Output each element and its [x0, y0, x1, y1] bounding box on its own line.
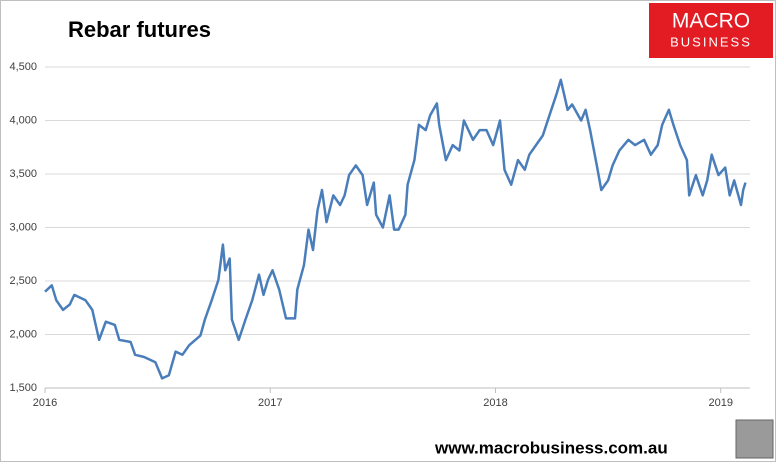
line-series — [44, 78, 747, 380]
y-tick-label: 3,500 — [9, 168, 37, 180]
logo-box — [649, 3, 773, 58]
y-tick-label: 4,500 — [9, 61, 37, 73]
y-tick-label: 2,500 — [9, 275, 37, 287]
x-tick-label: 2016 — [33, 397, 57, 409]
logo-text: MACRO — [672, 10, 750, 33]
footer-url: www.macrobusiness.com.au — [434, 438, 668, 457]
y-tick-label: 3,000 — [9, 221, 37, 233]
y-tick-label: 2,000 — [9, 328, 37, 340]
x-tick-label: 2017 — [258, 397, 282, 409]
wolf-icon — [735, 419, 774, 459]
logo-text: BUSINESS — [670, 34, 752, 49]
y-tick-label: 1,500 — [9, 382, 37, 394]
x-tick-label: 2019 — [708, 397, 732, 409]
y-tick-label: 4,000 — [9, 114, 37, 126]
x-tick-label: 2018 — [483, 397, 507, 409]
chart-title: Rebar futures — [68, 17, 211, 42]
